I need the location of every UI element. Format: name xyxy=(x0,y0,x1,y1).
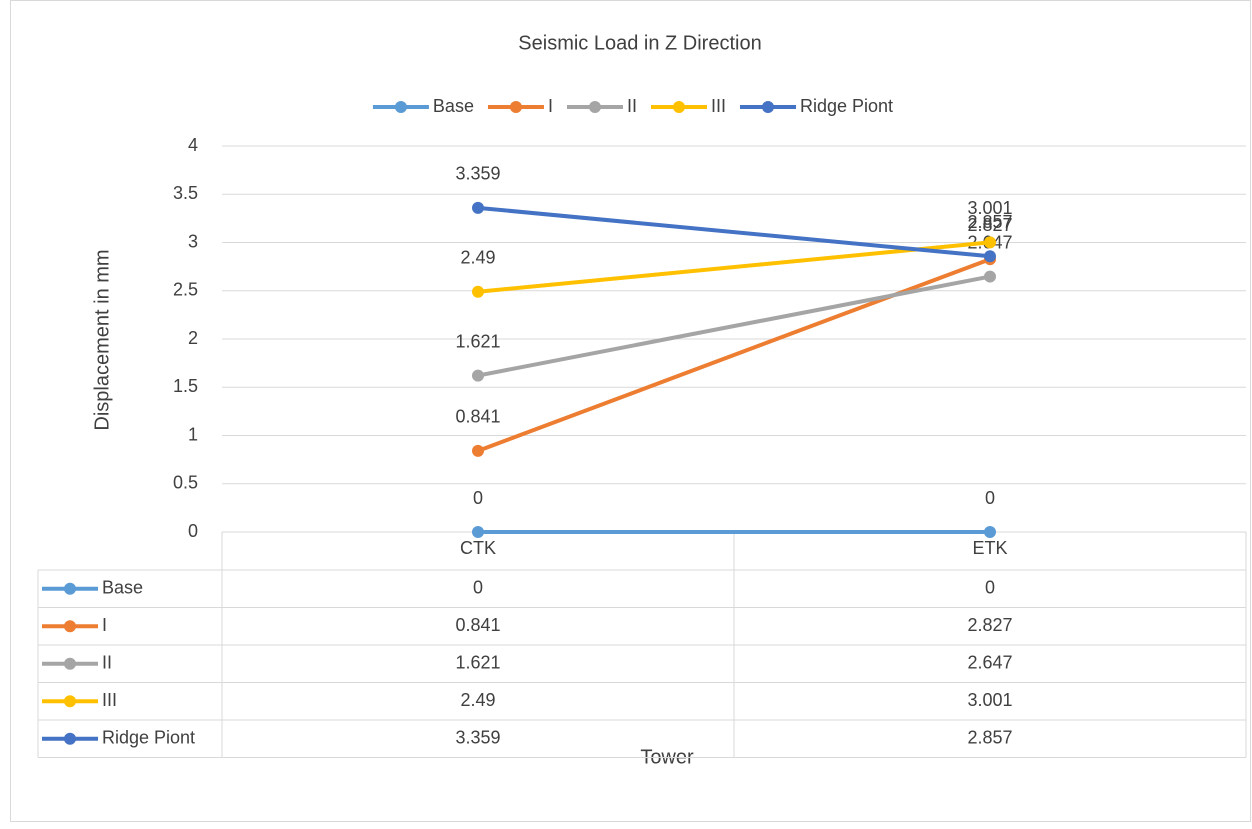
data-label: 0 xyxy=(473,488,483,508)
table-value: 3.001 xyxy=(967,690,1012,710)
table-series-name: II xyxy=(102,653,112,673)
data-label: 1.621 xyxy=(455,331,500,351)
legend-label: Ridge Piont xyxy=(800,96,893,116)
table-series-name: Base xyxy=(102,578,143,598)
table-value: 3.359 xyxy=(455,728,500,748)
table-value: 2.49 xyxy=(460,690,495,710)
table-key-marker xyxy=(64,695,76,708)
legend-key-marker xyxy=(672,101,685,113)
point xyxy=(984,526,996,538)
y-tick-label: 1.5 xyxy=(173,376,198,396)
y-tick-label: 3.5 xyxy=(173,183,198,203)
table-key-marker xyxy=(64,657,76,670)
y-tick-label: 3 xyxy=(188,231,198,251)
x-tick-label: ETK xyxy=(972,538,1007,558)
table-series-name: Ridge Piont xyxy=(102,728,195,748)
point xyxy=(984,236,996,249)
point xyxy=(984,250,996,263)
y-tick-label: 4 xyxy=(188,135,198,155)
y-tick-label: 0 xyxy=(188,521,198,541)
table-key-marker xyxy=(64,582,76,595)
y-tick-label: 1 xyxy=(188,424,198,444)
table-value: 0.841 xyxy=(455,615,500,635)
data-label: 3.001 xyxy=(967,198,1012,218)
y-tick-label: 2 xyxy=(188,328,198,348)
legend-key-marker xyxy=(509,101,522,113)
legend-label: Base xyxy=(433,96,474,116)
table-series-name: I xyxy=(102,615,107,635)
x-tick-label: CTK xyxy=(460,538,496,558)
chart-title: Seismic Load in Z Direction xyxy=(518,32,761,54)
point xyxy=(472,444,484,457)
y-tick-label: 2.5 xyxy=(173,280,198,300)
point xyxy=(472,369,484,382)
point xyxy=(472,201,484,214)
legend-key-marker xyxy=(762,101,775,113)
table-value: 2.647 xyxy=(967,653,1012,673)
table-key-marker xyxy=(64,620,76,633)
data-label: 2.49 xyxy=(460,247,495,267)
data-label: 2.857 xyxy=(967,212,1012,232)
series-line xyxy=(477,274,991,378)
table-value: 2.827 xyxy=(967,615,1012,635)
legend-label: III xyxy=(711,96,726,116)
point xyxy=(984,270,996,283)
legend-label: I xyxy=(548,96,553,116)
data-label: 3.359 xyxy=(455,164,500,184)
table-value: 1.621 xyxy=(455,653,500,673)
data-label: 0.841 xyxy=(455,407,500,427)
data-label: 2.827 xyxy=(967,215,1012,235)
point xyxy=(472,285,484,298)
y-axis-label: Displacement in mm xyxy=(91,249,113,430)
table-key-marker xyxy=(64,732,76,745)
table-series-name: III xyxy=(102,690,117,710)
series-line xyxy=(477,240,991,294)
y-tick-label: 0.5 xyxy=(173,473,198,493)
point xyxy=(472,526,484,538)
data-label: 0 xyxy=(985,488,995,508)
table-value: 2.857 xyxy=(967,728,1012,748)
legend-key-marker xyxy=(394,101,407,113)
legend-label: II xyxy=(627,96,637,116)
table-value: 0 xyxy=(985,578,995,598)
chart-border xyxy=(10,0,1251,822)
legend-key-marker xyxy=(588,101,601,113)
table-value: 0 xyxy=(473,578,483,598)
series-line xyxy=(477,205,991,259)
